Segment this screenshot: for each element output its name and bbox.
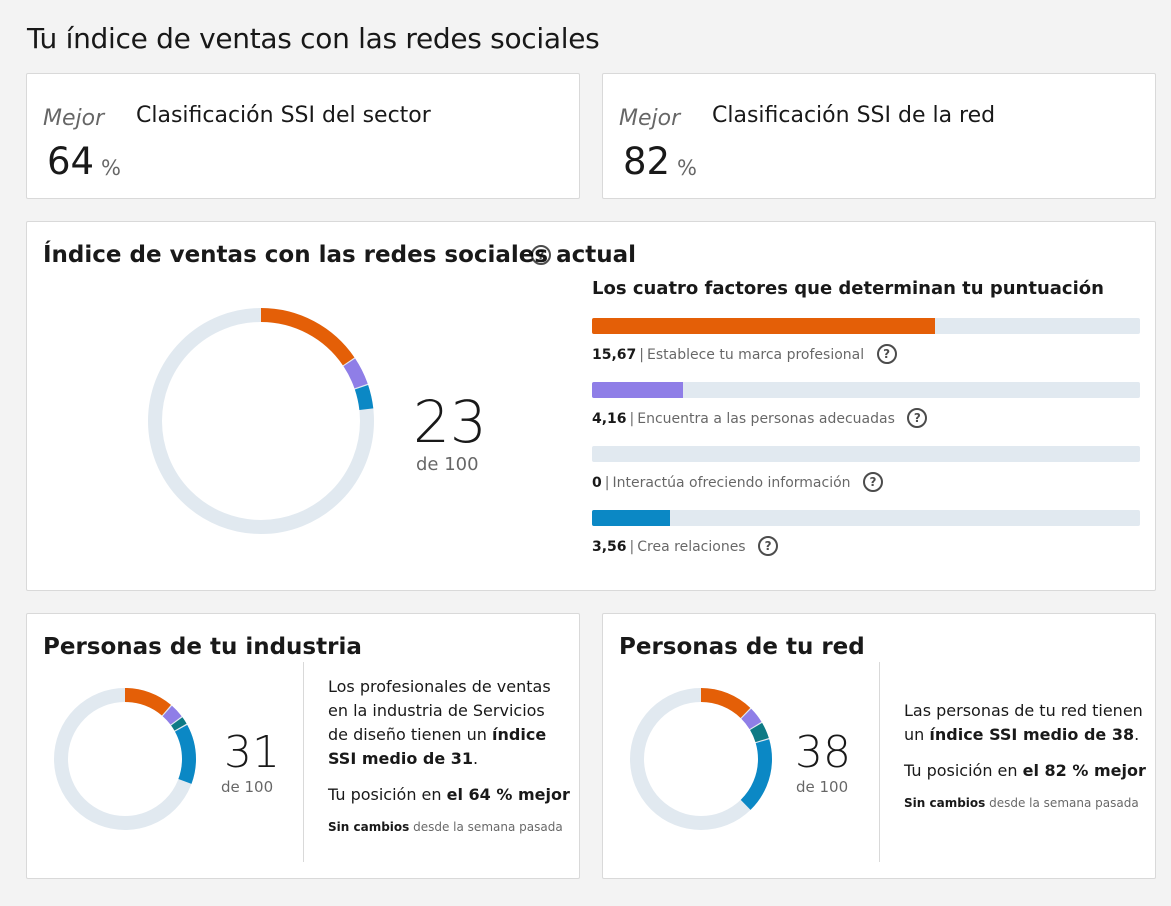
industry-donut-chart bbox=[54, 688, 196, 830]
industry-card: Personas de tu industria 31 de 100 Los p… bbox=[26, 613, 580, 879]
industry-change: Sin cambios desde la semana pasada bbox=[328, 820, 563, 834]
industry-score: 31 bbox=[224, 727, 280, 778]
network-rank-label: Mejor bbox=[619, 106, 681, 131]
network-card: Personas de tu red 38 de 100 Las persona… bbox=[602, 613, 1156, 879]
network-donut-chart bbox=[630, 688, 772, 830]
factor-text: 15,67 | Establece tu marca profesional ? bbox=[592, 344, 897, 365]
factor-text: 0 | Interactúa ofreciendo información ? bbox=[592, 472, 883, 493]
donut-segment-brand bbox=[148, 308, 374, 534]
industry-score-of: de 100 bbox=[221, 778, 274, 796]
factor-bar-track bbox=[592, 446, 1140, 462]
help-icon[interactable]: ? bbox=[758, 536, 779, 556]
ssi-score-of: de 100 bbox=[416, 454, 479, 475]
factor-label: Interactúa ofreciendo información bbox=[612, 475, 851, 491]
help-icon[interactable]: ? bbox=[531, 245, 551, 265]
factor-bar-track bbox=[592, 382, 1140, 398]
divider bbox=[879, 662, 880, 862]
network-rank-title: Clasificación SSI de la red bbox=[712, 103, 996, 128]
industry-rank-card: Mejor 64 % Clasificación SSI del sector bbox=[26, 73, 580, 199]
factor-bar-track bbox=[592, 318, 1140, 334]
network-score-of: de 100 bbox=[796, 778, 849, 796]
donut-segment-relationships bbox=[54, 688, 196, 830]
ssi-score: 23 bbox=[413, 388, 487, 456]
factor-value: 0 bbox=[592, 475, 602, 491]
factor-bar-fill bbox=[592, 318, 936, 334]
donut-segment-relationships bbox=[630, 688, 772, 830]
factor-label: Establece tu marca profesional bbox=[647, 347, 865, 363]
network-change: Sin cambios desde la semana pasada bbox=[904, 796, 1139, 810]
factors-title: Los cuatro factores que determinan tu pu… bbox=[592, 278, 1104, 299]
network-description: Las personas de tu red tienen un índice … bbox=[904, 701, 1143, 744]
industry-description: Los profesionales de ventas en la indust… bbox=[328, 677, 551, 768]
industry-rank-label: Mejor bbox=[43, 106, 105, 131]
current-ssi-card: Índice de ventas con las redes sociales … bbox=[26, 221, 1156, 591]
factor-bar-fill bbox=[592, 382, 684, 398]
factor-value: 4,16 bbox=[592, 411, 627, 427]
network-rank-value: 82 bbox=[623, 140, 671, 183]
industry-position: Tu posición en el 64 % mejor bbox=[328, 785, 570, 804]
factor-value: 3,56 bbox=[592, 539, 627, 555]
network-rank-card: Mejor 82 % Clasificación SSI de la red bbox=[602, 73, 1156, 199]
page-title: Tu índice de ventas con las redes social… bbox=[27, 22, 600, 55]
network-rank-unit: % bbox=[677, 156, 697, 180]
industry-rank-unit: % bbox=[101, 156, 121, 180]
factor-label: Crea relaciones bbox=[637, 539, 746, 555]
network-position: Tu posición en el 82 % mejor bbox=[904, 761, 1146, 780]
network-title: Personas de tu red bbox=[619, 634, 865, 660]
donut-segment-brand bbox=[54, 688, 196, 830]
help-icon[interactable]: ? bbox=[907, 408, 928, 428]
network-score: 38 bbox=[795, 727, 851, 778]
factor-label: Encuentra a las personas adecuadas bbox=[637, 411, 895, 427]
factor-value: 15,67 bbox=[592, 347, 637, 363]
factor-text: 4,16 | Encuentra a las personas adecuadas … bbox=[592, 408, 928, 429]
divider bbox=[303, 662, 304, 862]
ssi-donut-chart bbox=[148, 308, 374, 534]
factor-bar-fill bbox=[592, 510, 671, 526]
industry-title: Personas de tu industria bbox=[43, 634, 362, 660]
help-icon[interactable]: ? bbox=[876, 344, 897, 364]
factor-bar-track bbox=[592, 510, 1140, 526]
industry-rank-title: Clasificación SSI del sector bbox=[136, 103, 431, 128]
donut-segment-brand bbox=[630, 688, 772, 830]
industry-rank-value: 64 bbox=[47, 140, 95, 183]
help-icon[interactable]: ? bbox=[863, 472, 883, 492]
factor-text: 3,56 | Crea relaciones ? bbox=[592, 536, 779, 557]
